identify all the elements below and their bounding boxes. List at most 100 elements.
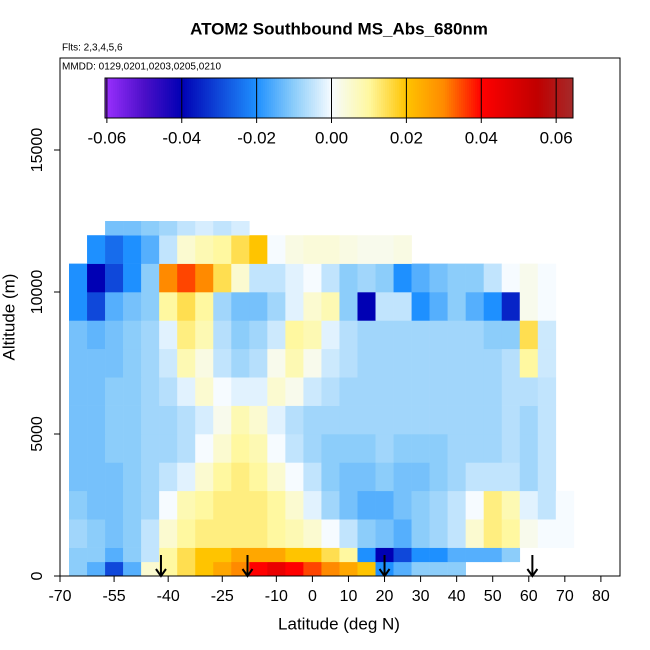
heatmap-cell [303,292,322,321]
heatmap-cell [501,434,521,463]
heatmap-cell [159,263,178,293]
colorbar-swatch [523,78,526,118]
heatmap-cell [87,377,106,406]
colorbar-swatch [245,78,248,118]
heatmap-cell [159,377,178,406]
heatmap-cell [231,519,250,548]
heatmap-cell [429,377,448,406]
colorbar-swatch [305,78,308,118]
colorbar-swatch [407,78,410,118]
colorbar-swatch [545,78,548,118]
colorbar-swatch [223,78,226,118]
colorbar-swatch [459,78,462,118]
heatmap-cell [141,547,160,563]
colorbar-swatch [113,78,116,118]
heatmap-cell [321,377,340,406]
colorbar-swatch [109,78,112,118]
heatmap-cell [501,519,521,548]
heatmap-cell [321,263,340,293]
heatmap-cell [87,519,106,548]
heatmap-cell [321,519,340,548]
heatmap-cell [285,547,304,563]
heatmap-cell [393,377,412,406]
heatmap-cell [267,490,286,520]
heatmap-cell [375,263,394,293]
heatmap-cell [483,547,503,563]
colorbar-swatch [169,78,172,118]
heatmap-cell [357,292,376,321]
colorbar-swatch [395,78,398,118]
colorbar-swatch [129,78,132,118]
x-tick-label: -55 [103,588,126,605]
colorbar-swatch [519,78,522,118]
colorbar-swatch [221,78,224,118]
heatmap-cell [141,462,160,492]
colorbar-swatch [149,78,152,118]
colorbar: -0.06 -0.04 -0.02 0.00 0.02 0.04 0.06 [87,77,574,147]
heatmap-cell [267,561,286,577]
heatmap-cell [537,490,557,520]
heatmap-cell [285,263,304,293]
heatmap-cell [339,519,358,548]
colorbar-swatch [249,78,252,118]
colorbar-swatch [125,78,128,118]
colorbar-swatch [313,78,316,118]
heatmap-cell [105,547,124,563]
heatmap-cell [177,547,196,563]
colorbar-swatch [551,78,554,118]
colorbar-swatch [455,78,458,118]
heatmap-cell [123,490,142,520]
heatmap-cell [105,292,124,321]
heatmap-cell [501,292,521,321]
colorbar-swatch [273,78,276,118]
heatmap-cell [213,377,232,406]
colorbar-swatch [525,78,528,118]
heatmap-cell [429,348,448,378]
heatmap-cell [87,235,106,264]
colorbar-swatch [231,78,234,118]
heatmap-cell [195,434,214,463]
heatmap-cell [501,462,521,492]
colorbar-swatch [355,78,358,118]
heatmap-cell [231,547,250,563]
heatmap-cell [411,405,430,435]
colorbar-swatch [289,78,292,118]
colorbar-swatch [337,78,340,118]
heatmap-cell [105,235,124,264]
heatmap-cell [231,292,250,321]
heatmap-cell [411,320,430,350]
heatmap-cell [231,221,250,236]
heatmap-cell [195,547,214,563]
colorbar-swatch [157,78,160,118]
colorbar-swatch [307,78,310,118]
colorbar-swatch [565,78,568,118]
heatmap-cell [429,292,448,321]
colorbar-swatch [229,78,232,118]
colorbar-swatch [511,78,514,118]
heatmap-cell [519,292,539,321]
colorbar-swatch [385,78,388,118]
colorbar-swatch [371,78,374,118]
heatmap-cell [285,235,304,264]
colorbar-swatch [461,78,464,118]
heatmap-cell [105,348,124,378]
heatmap-cell [537,263,557,293]
heatmap-cell [69,320,88,350]
heatmap-cell [519,405,539,435]
heatmap-cell [285,405,304,435]
heatmap-cell [357,519,376,548]
heatmap-cell [483,348,503,378]
heatmap-cell [285,561,304,577]
colorbar-swatch [367,78,370,118]
colorbar-swatch [281,78,284,118]
colorbar-swatch [195,78,198,118]
colorbar-swatch [571,78,574,118]
colorbar-swatch [247,78,250,118]
colorbar-swatch [131,78,134,118]
colorbar-swatch [335,78,338,118]
heatmap-cell [357,405,376,435]
y-tick-label: 10000 [29,270,46,315]
colorbar-swatch [351,78,354,118]
heatmap-cell [123,519,142,548]
